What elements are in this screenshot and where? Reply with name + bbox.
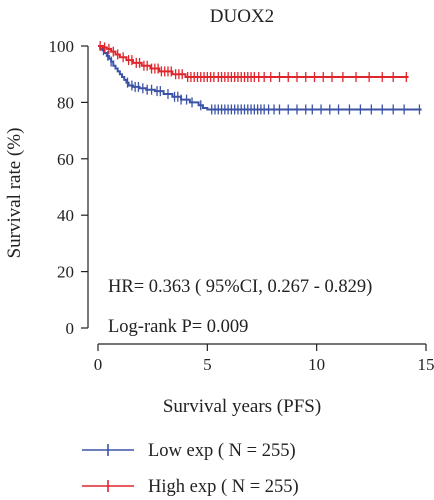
logrank-annotation: Log-rank P= 0.009 bbox=[108, 317, 248, 337]
y-tick-label: 100 bbox=[49, 37, 75, 56]
chart-title: DUOX2 bbox=[210, 6, 274, 27]
x-tick-label: 0 bbox=[94, 355, 103, 374]
plot-area bbox=[98, 41, 422, 115]
legend-high-label: High exp ( N = 255) bbox=[148, 477, 299, 497]
legend-low-label: Low exp ( N = 255) bbox=[148, 441, 296, 461]
x-axis-label: Survival years (PFS) bbox=[163, 396, 321, 417]
axes: 0 20 40 60 80 100 0 5 10 15 bbox=[49, 37, 434, 374]
y-tick-label: 0 bbox=[66, 319, 75, 338]
y-tick-label: 80 bbox=[57, 93, 74, 112]
x-tick-label: 10 bbox=[308, 355, 325, 374]
y-axis-label: Survival rate (%) bbox=[4, 128, 25, 259]
hazard-ratio-annotation: HR= 0.363 ( 95%CI, 0.267 - 0.829) bbox=[108, 277, 372, 297]
x-tick-label: 5 bbox=[203, 355, 212, 374]
series-line-1 bbox=[98, 45, 409, 79]
legend: Low exp ( N = 255) High exp ( N = 255) bbox=[82, 441, 299, 497]
y-tick-label: 40 bbox=[57, 206, 74, 225]
y-tick-label: 20 bbox=[57, 263, 74, 282]
y-tick-label: 60 bbox=[57, 150, 74, 169]
x-tick-label: 15 bbox=[418, 355, 434, 374]
